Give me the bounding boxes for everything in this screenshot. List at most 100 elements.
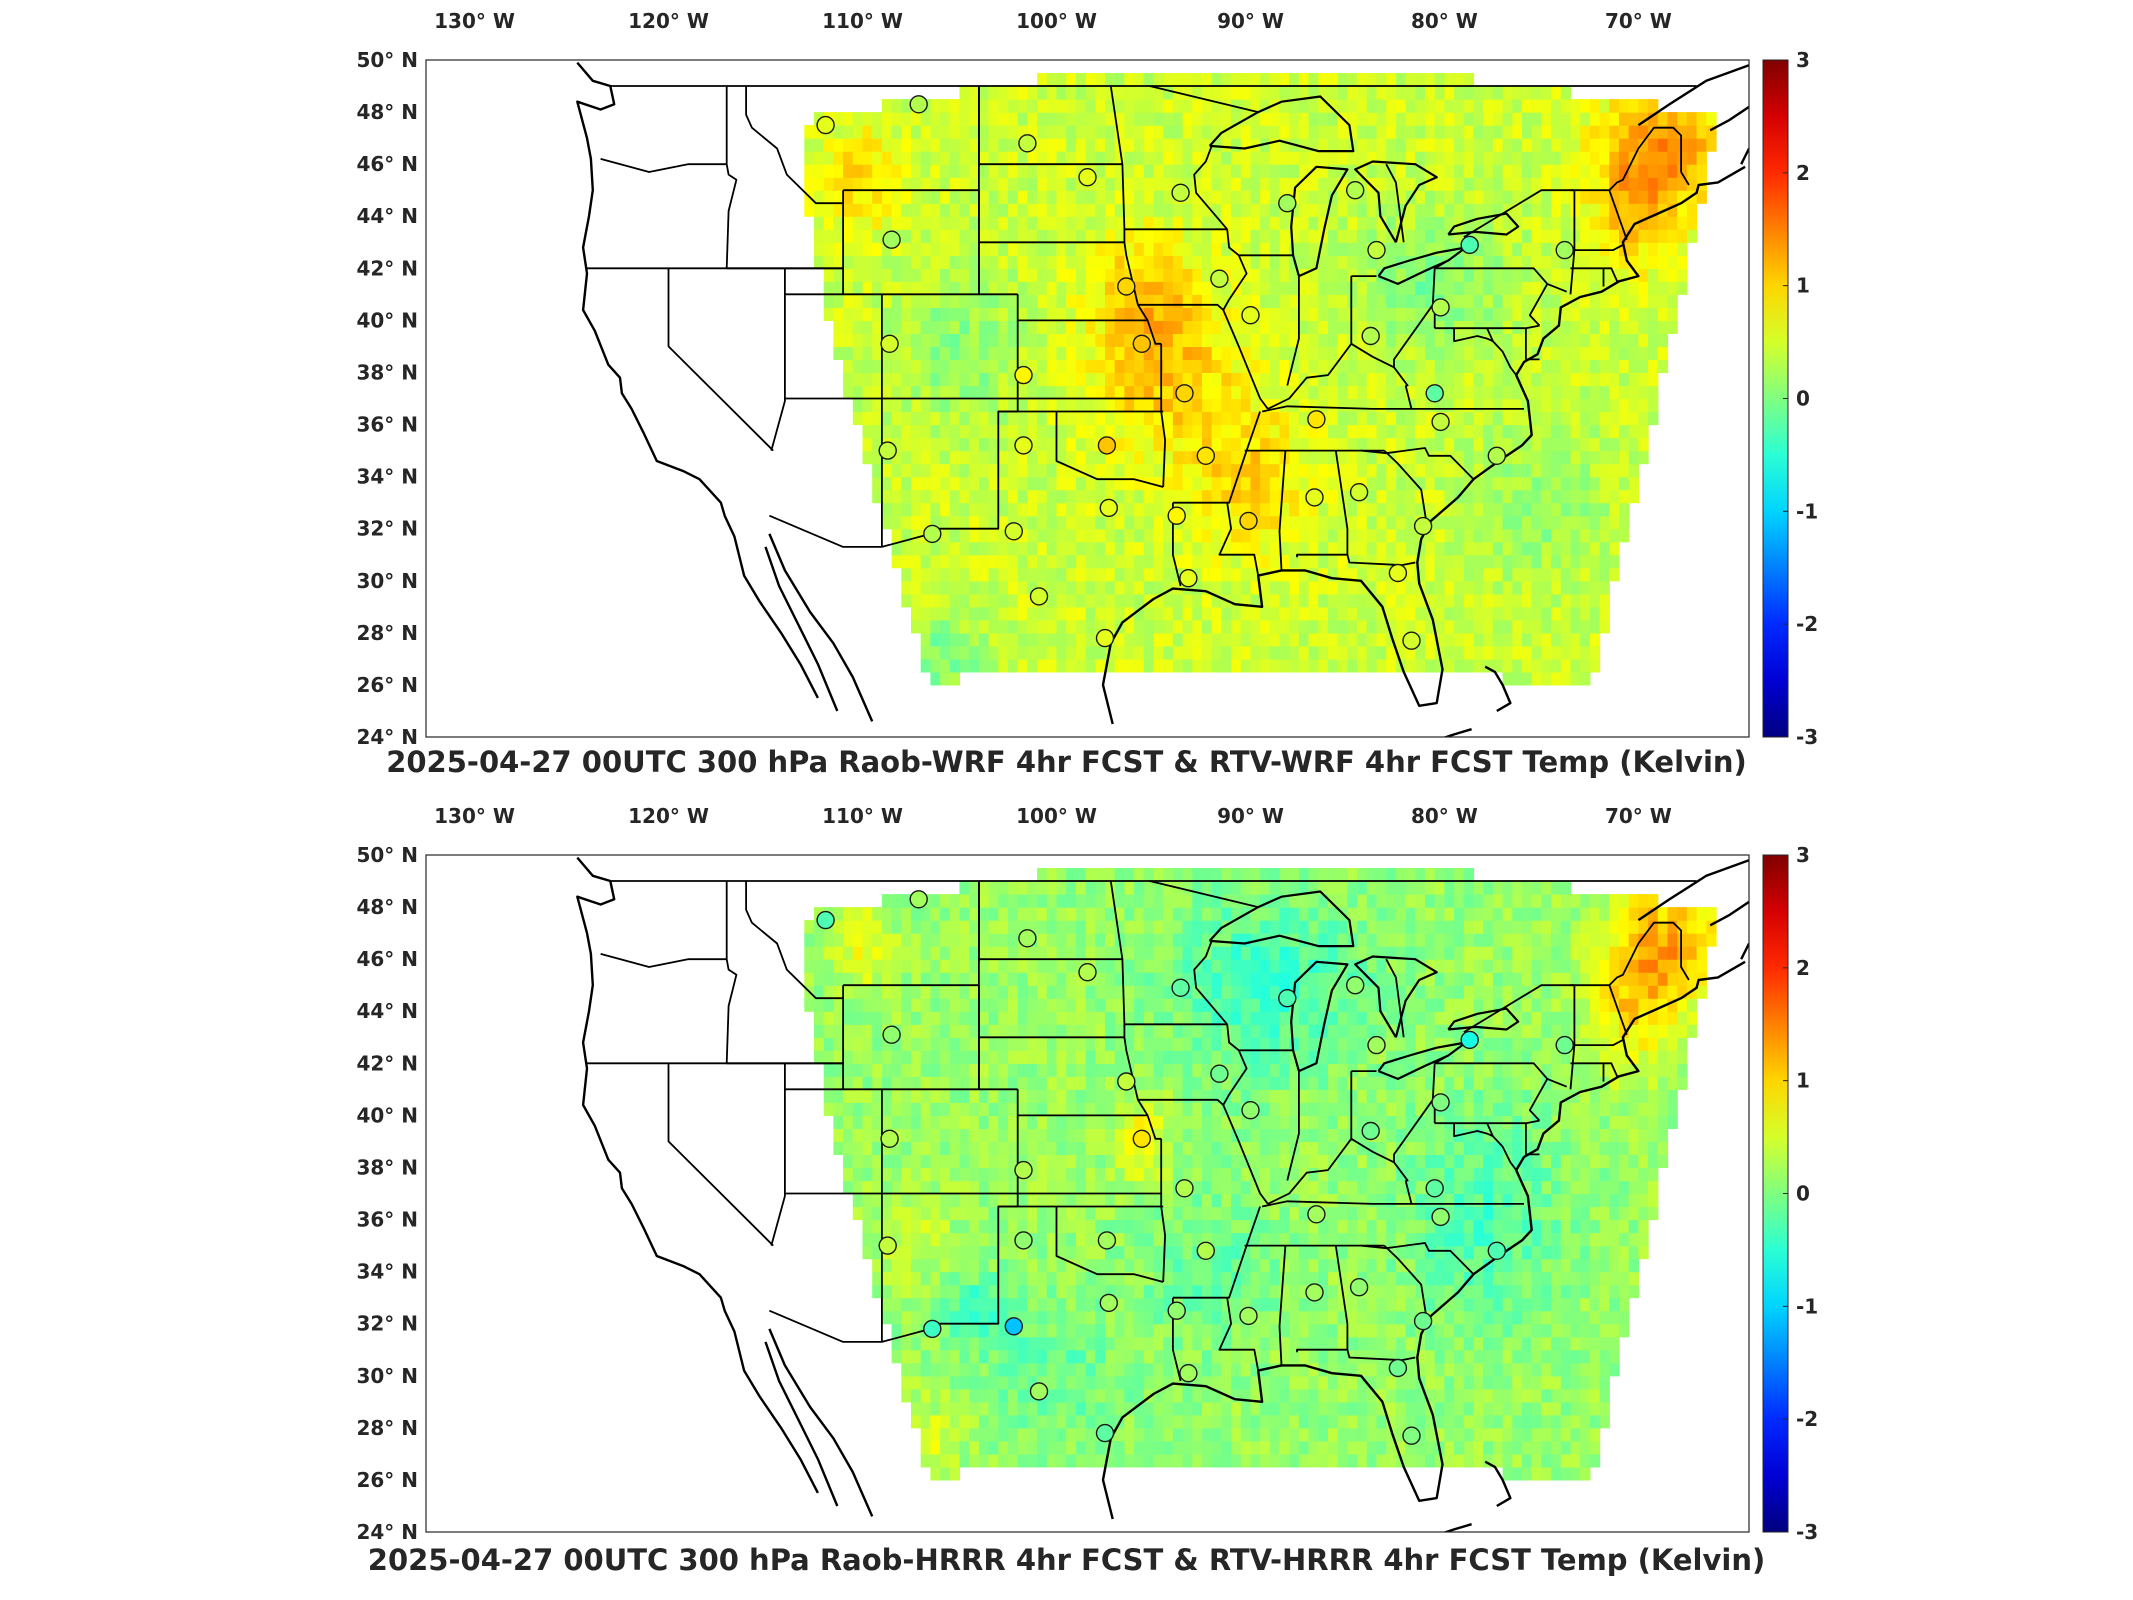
colorbar-tick-label: -1 [1796,1294,1818,1318]
latitude-tick-label: 48° N [356,895,418,919]
latitude-tick-label: 44° N [356,999,418,1023]
latitude-tick-label: 44° N [356,204,418,228]
latitude-tick-label: 40° N [356,308,418,332]
raob-station-marker [1431,1093,1450,1112]
raob-station-marker [1367,240,1386,260]
longitude-tick-label: 130° W [434,9,515,33]
raob-station-marker [1029,1382,1049,1401]
colorbar-tick-label: 0 [1796,1182,1810,1206]
raob-station-marker [1345,180,1365,200]
longitude-tick-label: 90° W [1217,804,1284,828]
latitude-tick-label: 42° N [356,256,418,280]
temperature-field [804,73,1717,686]
raob-station-marker [1004,522,1023,541]
raob-station-marker [1349,1278,1369,1297]
map-bottom: 130° W 120° W 110° W 100° W 90° W 80° W 70° W 5… [356,804,1818,1544]
raob-station-marker [1132,334,1152,353]
map-top: 130° W 120° W 110° W 100° W 90° W 80° W 70° W 5… [356,9,1818,749]
raob-station-marker [1014,436,1033,455]
longitude-tick-label: 70° W [1605,9,1672,33]
latitude-tick-label: 42° N [356,1051,418,1075]
raob-station-marker [1305,488,1324,507]
raob-station-marker [1014,365,1033,385]
longitude-tick-label: 90° W [1217,9,1284,33]
latitude-tick-label: 30° N [356,569,418,593]
raob-station-marker [1241,1101,1260,1120]
longitude-tick-label: 70° W [1605,804,1672,828]
longitude-tick-label: 80° W [1411,804,1478,828]
raob-stations [816,890,1574,1445]
raob-stations [816,95,1574,650]
raob-station-marker [1014,1231,1033,1250]
raob-station-marker [1425,1179,1444,1198]
raob-station-marker [1460,235,1479,255]
raob-station-marker [1097,1231,1117,1250]
raob-station-marker [923,1319,942,1339]
latitude-tick-label: 38° N [356,1156,418,1180]
raob-station-marker [1431,412,1450,432]
longitude-tick-label: 100° W [1016,804,1097,828]
colorbar-tick-label: 3 [1796,48,1810,72]
raob-station-marker [816,910,835,930]
latitude-tick-label: 50° N [356,48,418,72]
raob-station-marker [909,890,928,909]
map-frame [425,59,1750,738]
raob-station-marker [1210,269,1229,288]
colorbar-tick-label: -2 [1796,612,1818,636]
longitude-tick-label: 80° W [1411,9,1478,33]
latitude-tick-label: 36° N [356,1208,418,1232]
raob-station-marker [923,524,942,544]
latitude-tick-label: 26° N [356,673,418,697]
latitude-tick-label: 38° N [356,361,418,385]
raob-station-marker [1431,1207,1450,1227]
longitude-tick-label: 120° W [628,9,709,33]
raob-station-marker [1305,1283,1324,1302]
longitude-tick-label: 100° W [1016,9,1097,33]
latitude-tick-label: 30° N [356,1364,418,1388]
latitude-tick-label: 46° N [356,947,418,971]
raob-station-marker [1099,498,1119,518]
latitude-tick-label: 28° N [356,621,418,645]
raob-station-marker [878,1236,897,1255]
colorbar-tick-label: 2 [1796,161,1810,185]
panel-title: 2025-04-27 00UTC 300 hPa Raob-HRRR 4hr F… [367,1543,1766,1577]
colorbar-tick-label: -1 [1796,499,1818,523]
raob-station-marker [1487,1241,1507,1260]
raob-station-marker [1388,563,1408,583]
latitude-tick-label: 34° N [356,1260,418,1284]
raob-station-marker [1239,1306,1258,1326]
longitude-tick-label: 120° W [628,804,709,828]
raob-station-marker [1402,631,1421,650]
raob-station-marker [1175,384,1194,403]
raob-station-marker [1171,978,1190,998]
raob-station-marker [878,441,897,460]
latitude-tick-label: 46° N [356,152,418,176]
raob-station-marker [1460,1030,1479,1050]
raob-station-marker [1367,1035,1386,1055]
raob-station-marker [1175,1179,1194,1198]
raob-station-marker [1307,1205,1326,1224]
raob-station-marker [1029,587,1049,606]
panel-top: 130° W 120° W 110° W 100° W 90° W 80° W 70° W 5… [356,9,1818,779]
raob-station-marker [1018,134,1037,153]
raob-station-marker [1413,516,1433,536]
raob-station-marker [1431,298,1450,317]
raob-station-marker [1014,1160,1033,1180]
raob-station-marker [1167,506,1186,525]
colorbar-tick-label: 0 [1796,387,1810,411]
raob-station-marker [1004,1317,1023,1336]
raob-station-marker [1278,193,1297,213]
panel-bottom: 130° W 120° W 110° W 100° W 90° W 80° W 70° W 5… [0,795,2133,1595]
latitude-tick-label: 50° N [356,843,418,867]
raob-station-marker [1349,483,1369,502]
raob-station-marker [1413,1311,1433,1331]
raob-station-marker [1078,167,1097,187]
raob-station-marker [1095,628,1115,648]
raob-station-marker [1210,1064,1229,1083]
raob-station-marker [1361,326,1380,346]
colorbar-tick-label: -3 [1796,1520,1818,1544]
raob-station-marker [1167,1301,1186,1320]
latitude-tick-label: 24° N [356,1520,418,1544]
raob-station-marker [1241,306,1260,325]
raob-station-marker [1196,1241,1216,1260]
